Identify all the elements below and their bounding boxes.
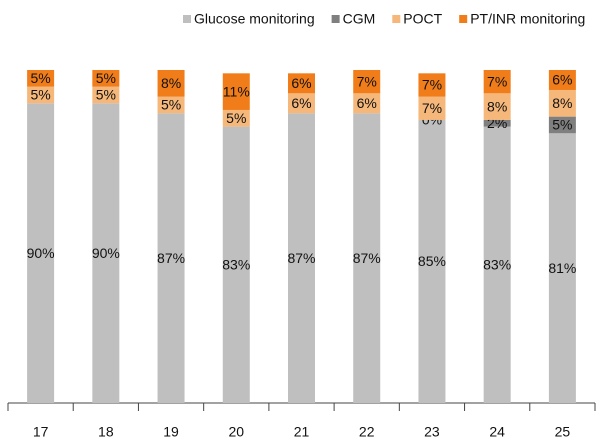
legend-swatch: [183, 15, 191, 23]
x-tick-label: 24: [489, 424, 505, 440]
bar-segment: [157, 113, 185, 403]
bar-segment: [27, 103, 55, 404]
bar-segment: [418, 96, 446, 120]
bar-segment: [483, 93, 511, 120]
data-label: 90%: [92, 245, 120, 261]
bar-segment: [418, 73, 446, 97]
legend-label: Glucose monitoring: [194, 11, 315, 27]
data-label: 7%: [357, 73, 377, 89]
bar-segment: [92, 70, 120, 87]
legend-swatch: [331, 15, 340, 23]
bar-segment: [353, 93, 381, 114]
data-label: 6%: [291, 95, 311, 111]
data-label: 87%: [157, 250, 185, 266]
data-label: 8%: [552, 95, 572, 111]
data-label: 5%: [226, 110, 246, 126]
bar-segment: [222, 109, 250, 127]
legend-swatch: [392, 15, 401, 23]
data-label: 81%: [548, 260, 576, 276]
data-label: 5%: [30, 87, 50, 103]
bar-segment: [157, 70, 185, 97]
data-label: 5%: [96, 70, 116, 86]
x-tick-label: 18: [98, 424, 114, 440]
x-tick-label: 17: [33, 424, 49, 440]
data-label: 7%: [422, 100, 442, 116]
legend-label: PT/INR monitoring: [470, 11, 585, 27]
data-label: 90%: [27, 245, 55, 261]
bar-segment: [27, 70, 55, 87]
bar-segment: [222, 73, 250, 110]
data-label: 7%: [487, 73, 507, 89]
bar-segment: [548, 89, 576, 117]
data-label: 5%: [552, 117, 572, 133]
data-label: 5%: [161, 97, 181, 113]
bar-segment: [288, 113, 315, 403]
legend-swatch: [459, 15, 468, 23]
x-tick-label: 19: [163, 424, 179, 440]
data-label: 87%: [353, 250, 381, 266]
data-label: 6%: [552, 72, 572, 88]
bar-segment: [483, 70, 511, 94]
data-label: 6%: [357, 95, 377, 111]
bar-segment: [548, 70, 576, 90]
bar-segment: [418, 119, 446, 403]
bar-segment: [353, 113, 381, 403]
data-label: 85%: [418, 253, 446, 269]
x-tick-label: 21: [294, 424, 310, 440]
bar-segment: [288, 93, 315, 114]
bar-segment: [353, 70, 381, 94]
data-label: 87%: [287, 250, 315, 266]
bar-segment: [222, 126, 250, 404]
data-label: 83%: [483, 257, 511, 273]
legend-label: POCT: [403, 11, 442, 27]
legend-label: CGM: [343, 11, 376, 27]
x-tick-label: 20: [228, 424, 244, 440]
x-tick-label: 22: [359, 424, 375, 440]
data-label: 7%: [422, 77, 442, 93]
bar-segment: [483, 119, 511, 127]
bar-segment: [548, 116, 576, 134]
bar-segment: [548, 133, 576, 403]
bar-segment: [92, 86, 120, 104]
data-label: 6%: [291, 75, 311, 91]
data-label: 5%: [30, 70, 50, 86]
x-tick-label: 25: [555, 424, 571, 440]
data-label: 5%: [96, 87, 116, 103]
x-tick-label: 23: [424, 424, 440, 440]
data-label: 8%: [487, 98, 507, 114]
bar-segment: [288, 73, 315, 94]
data-label: 8%: [161, 75, 181, 91]
bar-segment: [483, 126, 511, 404]
bar-segment: [27, 86, 55, 104]
bar-segment: [92, 103, 120, 404]
data-label: 83%: [222, 257, 250, 273]
bar-segment: [157, 96, 185, 114]
data-label: 11%: [223, 83, 250, 99]
